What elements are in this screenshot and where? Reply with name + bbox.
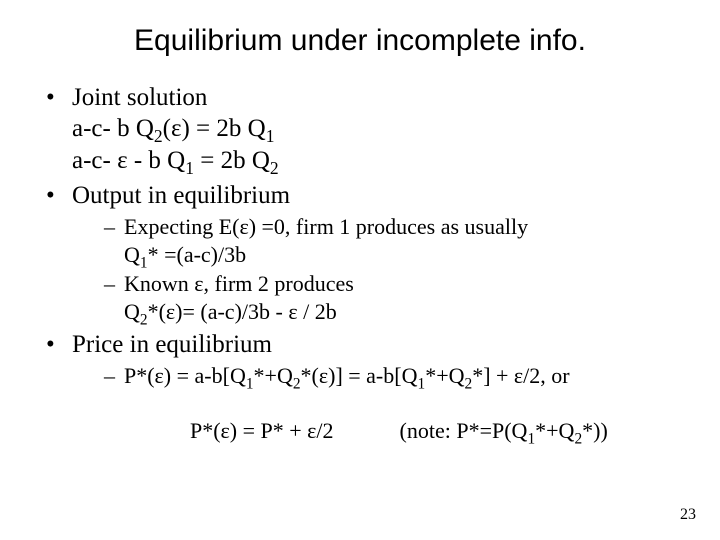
subscript: 1 [185, 158, 194, 178]
sub-bullet-expecting: Expecting E(ε) =0, firm 1 produces as us… [104, 213, 676, 268]
bullet-price-equilibrium: Price in equilibrium P*(ε) = a-b[Q1*+Q2*… [44, 329, 676, 472]
equation-line: Q1* =(a-c)/3b [124, 241, 676, 269]
bullet-output-equilibrium: Output in equilibrium Expecting E(ε) =0,… [44, 180, 676, 325]
equation-line: a-c- b Q2(ε) = 2b Q1 [72, 113, 676, 144]
equation-line: P*(ε) = P* + ε/2 (note: P*=P(Q1*+Q2*)) [124, 390, 676, 473]
sub-bullet-price: P*(ε) = a-b[Q1*+Q2*(ε)] = a-b[Q1*+Q2*] +… [104, 362, 676, 472]
subscript: 2 [574, 431, 582, 448]
equation-line: P*(ε) = a-b[Q1*+Q2*(ε)] = a-b[Q1*+Q2*] +… [124, 363, 570, 388]
eq-text: (ε) = 2b Q [163, 115, 266, 142]
eq-text: *(ε)= (a-c)/3b - ε / 2b [148, 299, 337, 324]
eq-text: *(ε)] = a-b[Q [301, 363, 418, 388]
page-number: 23 [680, 506, 696, 524]
eq-text: P*(ε) = P* + ε/2 (note: P*=P(Q [190, 418, 527, 443]
eq-text: a-c- b Q [72, 115, 154, 142]
bullet-joint-solution: Joint solution a-c- b Q2(ε) = 2b Q1 a-c-… [44, 82, 676, 176]
eq-text: *+Q [425, 363, 464, 388]
subscript: 1 [140, 254, 148, 271]
sub-bullet-known: Known ε, firm 2 produces Q2*(ε)= (a-c)/3… [104, 270, 676, 325]
sub-bullet-list: Expecting E(ε) =0, firm 1 produces as us… [72, 213, 676, 325]
sub-bullet-text: Known ε, firm 2 produces [124, 271, 354, 296]
eq-text: P*(ε) = a-b[Q [124, 363, 246, 388]
eq-text: a-c- ε - b Q [72, 147, 185, 174]
bullet-text: Output in equilibrium [72, 182, 290, 209]
eq-text: *)) [582, 418, 608, 443]
bullet-text: Joint solution [72, 84, 207, 111]
bullet-list: Joint solution a-c- b Q2(ε) = 2b Q1 a-c-… [44, 82, 676, 472]
sub-bullet-list: P*(ε) = a-b[Q1*+Q2*(ε)] = a-b[Q1*+Q2*] +… [72, 362, 676, 472]
bullet-text: Price in equilibrium [72, 331, 272, 358]
slide-title: Equilibrium under incomplete info. [44, 24, 676, 58]
subscript: 2 [140, 311, 148, 328]
eq-text: *+Q [254, 363, 293, 388]
subscript: 1 [527, 431, 535, 448]
eq-text: Q [124, 242, 140, 267]
equation-line: Q2*(ε)= (a-c)/3b - ε / 2b [124, 298, 676, 326]
eq-text: Q [124, 299, 140, 324]
subscript: 2 [270, 158, 279, 178]
eq-text: = 2b Q [194, 147, 270, 174]
subscript: 1 [266, 126, 275, 146]
eq-text: * =(a-c)/3b [148, 242, 247, 267]
subscript: 1 [246, 376, 254, 393]
sub-bullet-text: Expecting E(ε) =0, firm 1 produces as us… [124, 214, 528, 239]
slide: Equilibrium under incomplete info. Joint… [0, 0, 720, 540]
equation-line: a-c- ε - b Q1 = 2b Q2 [72, 145, 676, 176]
subscript: 2 [154, 126, 163, 146]
eq-text: *+Q [535, 418, 574, 443]
subscript: 2 [293, 376, 301, 393]
eq-text: *] + ε/2, or [472, 363, 569, 388]
